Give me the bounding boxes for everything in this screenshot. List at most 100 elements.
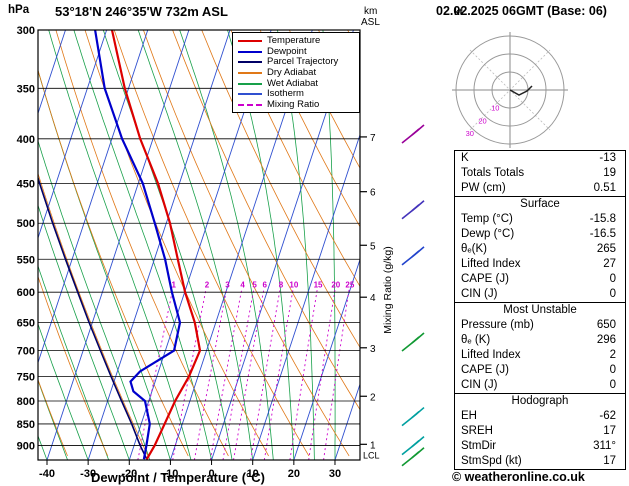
legend-line-sample bbox=[238, 61, 262, 64]
index-label: StmSpd (kt) bbox=[461, 455, 522, 467]
svg-text:400: 400 bbox=[17, 134, 35, 146]
profiles bbox=[38, 30, 202, 460]
legend-item-dry-adiabat: Dry Adiabat bbox=[238, 68, 355, 79]
index-value: -16.5 bbox=[589, 228, 616, 240]
index-row: SREH 17 bbox=[455, 424, 625, 439]
index-value: 311° bbox=[593, 440, 616, 452]
svg-text:1: 1 bbox=[370, 440, 376, 451]
dry-adiabats bbox=[38, 30, 360, 457]
index-row: StmDir 311° bbox=[455, 439, 625, 454]
hodograph-ring bbox=[455, 35, 565, 145]
index-row: Dewp (°C) -16.5 bbox=[455, 227, 625, 242]
hodograph-trace bbox=[509, 85, 533, 96]
wind-barbs bbox=[401, 124, 425, 467]
svg-text:900: 900 bbox=[17, 441, 35, 453]
index-label: Lifted Index bbox=[461, 258, 521, 270]
index-label: CIN (J) bbox=[461, 288, 498, 300]
section-title: Hodograph bbox=[511, 395, 569, 407]
legend-line-sample bbox=[238, 50, 262, 53]
svg-text:700: 700 bbox=[17, 346, 35, 358]
index-row: Temp (°C) -15.8 bbox=[455, 212, 625, 227]
svg-text:3: 3 bbox=[225, 281, 230, 290]
svg-text:LCL: LCL bbox=[363, 450, 380, 460]
index-value: 265 bbox=[596, 243, 616, 255]
index-row: Lifted Index 27 bbox=[455, 257, 625, 272]
index-value: 0 bbox=[609, 288, 616, 300]
index-label: SREH bbox=[461, 425, 493, 437]
svg-text:20: 20 bbox=[288, 468, 300, 480]
svg-text:20: 20 bbox=[331, 281, 340, 290]
index-row: StmSpd (kt) 17 bbox=[455, 454, 625, 469]
svg-text:-30: -30 bbox=[80, 468, 96, 480]
index-value: 17 bbox=[603, 425, 616, 437]
index-value: 0 bbox=[609, 379, 616, 391]
legend-line-sample bbox=[238, 72, 262, 75]
dewpoint-curve bbox=[94, 30, 182, 460]
indices-section-general: K -13 Totals Totals 19 PW (cm) 0.51 bbox=[454, 150, 626, 197]
hodograph-ring bbox=[473, 53, 547, 127]
index-label: Lifted Index bbox=[461, 349, 521, 361]
index-row: CIN (J) 0 bbox=[455, 287, 625, 302]
index-row: Pressure (mb) 650 bbox=[455, 318, 625, 333]
legend-line-sample bbox=[238, 82, 262, 85]
index-value: 19 bbox=[603, 167, 616, 179]
wind-barb bbox=[401, 332, 425, 352]
svg-text:650: 650 bbox=[17, 317, 35, 329]
legend-line-sample bbox=[238, 103, 262, 106]
legend-label: Mixing Ratio bbox=[267, 98, 320, 110]
chart-legend: Temperature Dewpoint Parcel Trajectory Dry … bbox=[232, 32, 360, 114]
index-value: -13 bbox=[599, 152, 616, 164]
svg-text:7: 7 bbox=[370, 133, 376, 144]
svg-text:8: 8 bbox=[279, 281, 284, 290]
index-value: 0 bbox=[609, 273, 616, 285]
indices-section-hodograph: Hodograph EH -62 SREH 17 StmDir 311° StmSpd (kt… bbox=[454, 393, 626, 470]
index-row: Totals Totals 19 bbox=[455, 166, 625, 181]
indices-section-surface: Surface Temp (°C) -15.8 Dewp (°C) -16.5 θₑ(K)… bbox=[454, 196, 626, 303]
index-value: 17 bbox=[603, 455, 616, 467]
svg-text:4: 4 bbox=[370, 293, 376, 304]
svg-text:600: 600 bbox=[17, 287, 35, 299]
index-row: CAPE (J) 0 bbox=[455, 363, 625, 378]
pressure-axis-unit: hPa bbox=[8, 4, 30, 16]
svg-text:300: 300 bbox=[17, 25, 35, 37]
index-label: PW (cm) bbox=[461, 182, 506, 194]
index-row: K -13 bbox=[455, 151, 625, 166]
wind-barb bbox=[401, 447, 425, 467]
index-label: Pressure (mb) bbox=[461, 319, 534, 331]
index-value: 0 bbox=[609, 364, 616, 376]
svg-text:350: 350 bbox=[17, 83, 35, 95]
legend-item-wet-adiabat: Wet Adiabat bbox=[238, 78, 355, 89]
index-label: θₑ (K) bbox=[461, 334, 491, 346]
section-title: Surface bbox=[520, 198, 560, 210]
svg-text:750: 750 bbox=[17, 372, 35, 384]
legend-item-parcel-trajectory: Parcel Trajectory bbox=[238, 57, 355, 68]
svg-text:-40: -40 bbox=[39, 468, 55, 480]
svg-text:6: 6 bbox=[262, 281, 267, 290]
svg-text:800: 800 bbox=[17, 396, 35, 408]
indices-section-most-unstable: Most Unstable Pressure (mb) 650 θₑ (K) 296 Li… bbox=[454, 302, 626, 394]
index-value: 650 bbox=[596, 319, 616, 331]
temperature-axis-labels: -40 -30 -20 -10 0 10 20 30 bbox=[39, 460, 341, 480]
index-row: EH -62 bbox=[455, 409, 625, 424]
mixing-ratio-axis-title: Mixing Ratio (g/kg) bbox=[382, 246, 394, 334]
index-label: K bbox=[461, 152, 469, 164]
svg-text:km: km bbox=[364, 6, 377, 17]
copyright-text: © weatheronline.co.uk bbox=[452, 470, 585, 484]
index-label: StmDir bbox=[461, 440, 497, 452]
index-label: θₑ(K) bbox=[461, 243, 487, 255]
index-value: -15.8 bbox=[589, 213, 616, 225]
index-value: 2 bbox=[609, 349, 616, 361]
index-row: θₑ(K) 265 bbox=[455, 242, 625, 257]
indices-tables: K -13 Totals Totals 19 PW (cm) 0.51 Surface Tem… bbox=[454, 150, 626, 470]
svg-text:550: 550 bbox=[17, 254, 35, 266]
legend-item-temperature: Temperature bbox=[238, 36, 355, 47]
index-label: CAPE (J) bbox=[461, 273, 509, 285]
index-value: 27 bbox=[603, 258, 616, 270]
hodograph-ring-label: 20 bbox=[478, 116, 486, 125]
index-value: -62 bbox=[599, 410, 616, 422]
svg-text:6: 6 bbox=[370, 188, 376, 199]
svg-text:450: 450 bbox=[17, 178, 35, 190]
svg-text:10: 10 bbox=[247, 468, 259, 480]
pressure-labels: 300 350 400 450 500 550 600 650 700 750 800 850 900 bbox=[17, 25, 35, 453]
